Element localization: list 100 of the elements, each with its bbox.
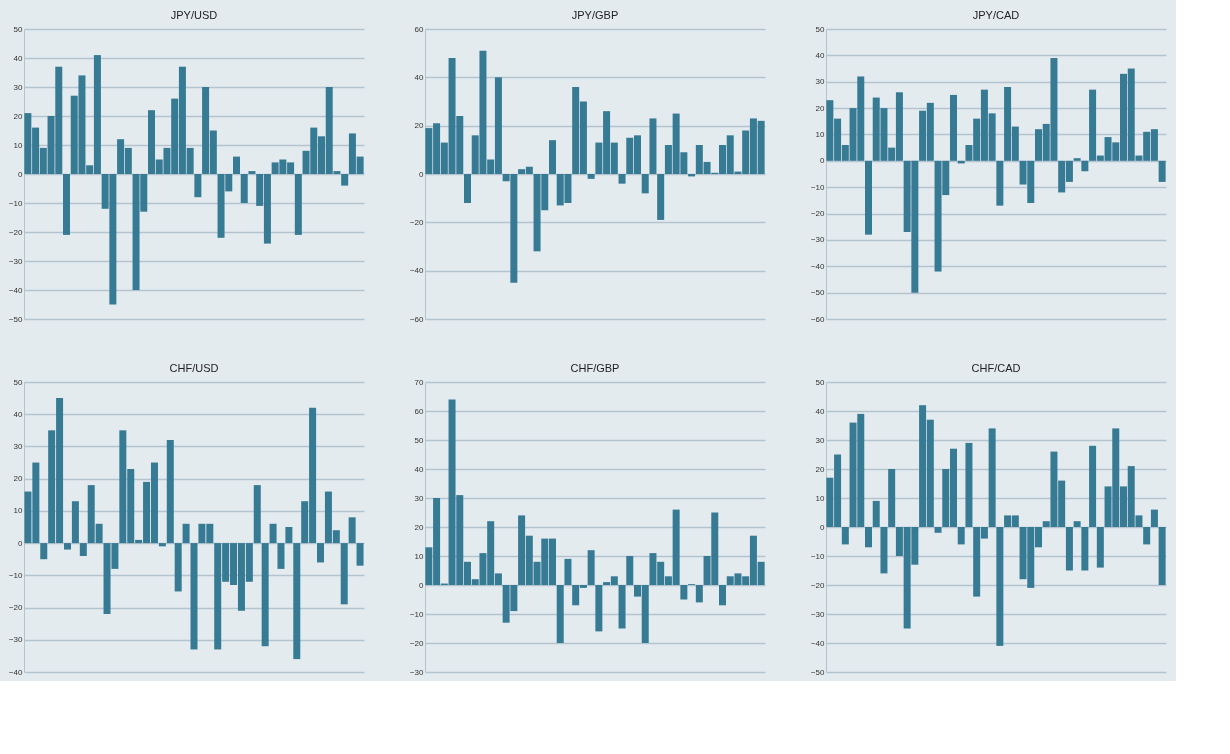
y-tick-label: 0 [419, 580, 425, 590]
y-tick-label: −20 [810, 209, 826, 219]
bar [464, 174, 471, 203]
y-tick-label: 10 [13, 140, 24, 150]
bar [194, 174, 202, 198]
bar [1158, 527, 1166, 585]
bar [618, 174, 626, 184]
y-tick-label: −30 [8, 635, 24, 645]
bar [174, 543, 182, 592]
bar [1081, 527, 1089, 571]
y-tick-label: 10 [414, 551, 425, 561]
chart-title: CHF/CAD [971, 362, 1021, 374]
y-tick-label: −50 [810, 288, 826, 298]
y-tick-label: −20 [8, 603, 24, 613]
bar [166, 440, 174, 544]
y-tick-label: −10 [810, 551, 826, 561]
bar [1073, 158, 1081, 161]
y-tick-label: 20 [414, 522, 425, 532]
y-tick-label: −40 [810, 261, 826, 271]
bar [587, 174, 595, 179]
bar [341, 174, 349, 186]
y-tick-label: −30 [810, 235, 826, 245]
y-tick-label: −30 [409, 667, 425, 677]
y-tick-label: 0 [18, 538, 24, 548]
bar [564, 558, 572, 585]
y-tick-label: −20 [409, 217, 425, 227]
y-tick-label: 40 [13, 53, 24, 63]
y-tick-label: 50 [13, 377, 24, 387]
bar [63, 543, 71, 550]
y-tick-label: −10 [810, 182, 826, 192]
bar [1089, 445, 1097, 527]
y-tick-label: 0 [820, 522, 826, 532]
bar [626, 556, 634, 585]
chart-title: CHF/USD [169, 362, 219, 374]
bar [549, 140, 556, 174]
bar [182, 523, 190, 544]
bar [233, 156, 240, 174]
y-tick-label: 50 [13, 24, 24, 34]
y-tick-label: −40 [8, 667, 24, 677]
bar [277, 543, 285, 569]
y-tick-label: 30 [815, 77, 826, 87]
y-tick-label: −10 [8, 570, 24, 580]
bar [248, 171, 256, 174]
y-tick-label: 50 [414, 435, 425, 445]
y-tick-label: −40 [810, 638, 826, 648]
y-tick-label: 40 [815, 50, 826, 60]
bar [888, 469, 896, 527]
bar [79, 543, 87, 556]
y-tick-label: 60 [414, 24, 425, 34]
bar [253, 485, 261, 544]
y-tick-label: 40 [414, 464, 425, 474]
y-tick-label: 30 [414, 493, 425, 503]
y-tick-label: −30 [8, 256, 24, 266]
bar [261, 543, 269, 647]
bar [695, 585, 703, 603]
y-tick-label: −10 [409, 609, 425, 619]
y-tick-label: 20 [815, 103, 826, 113]
y-tick-label: 0 [820, 156, 826, 166]
bar [40, 543, 48, 560]
bar [996, 527, 1004, 646]
chart-title: JPY/CAD [972, 9, 1020, 21]
bar [872, 500, 880, 527]
bar [865, 160, 872, 235]
y-tick-label: −40 [8, 285, 24, 295]
bar [988, 428, 996, 527]
y-tick-label: −20 [810, 580, 826, 590]
y-tick-label: 0 [18, 169, 24, 179]
bar [71, 501, 79, 544]
bar [356, 543, 364, 566]
y-tick-label: 40 [815, 406, 826, 416]
bar [1158, 160, 1166, 182]
bar [1096, 527, 1104, 568]
y-tick-label: −30 [810, 609, 826, 619]
bar [996, 160, 1004, 206]
bar [865, 527, 872, 548]
y-tick-label: 70 [414, 377, 425, 387]
bar [348, 517, 356, 544]
bar [1065, 527, 1073, 571]
y-tick-label: 30 [13, 82, 24, 92]
bar [317, 543, 325, 563]
chart-title: CHF/GBP [570, 362, 620, 374]
bar [649, 118, 657, 174]
bar [158, 543, 166, 547]
bar [269, 523, 277, 544]
bar [340, 543, 348, 605]
y-tick-label: 10 [13, 506, 24, 516]
bar [841, 527, 849, 545]
y-tick-label: 20 [414, 121, 425, 131]
bar [950, 94, 957, 161]
y-tick-label: −60 [409, 314, 425, 324]
y-tick-label: 10 [815, 493, 826, 503]
bar [595, 585, 603, 632]
chart-title: JPY/USD [170, 9, 218, 21]
bar [556, 585, 564, 643]
bar [294, 174, 302, 235]
y-tick-label: 30 [13, 441, 24, 451]
bar [63, 174, 70, 235]
chart-title: JPY/GBP [571, 9, 619, 21]
bar [285, 527, 293, 544]
bar [1081, 160, 1089, 172]
